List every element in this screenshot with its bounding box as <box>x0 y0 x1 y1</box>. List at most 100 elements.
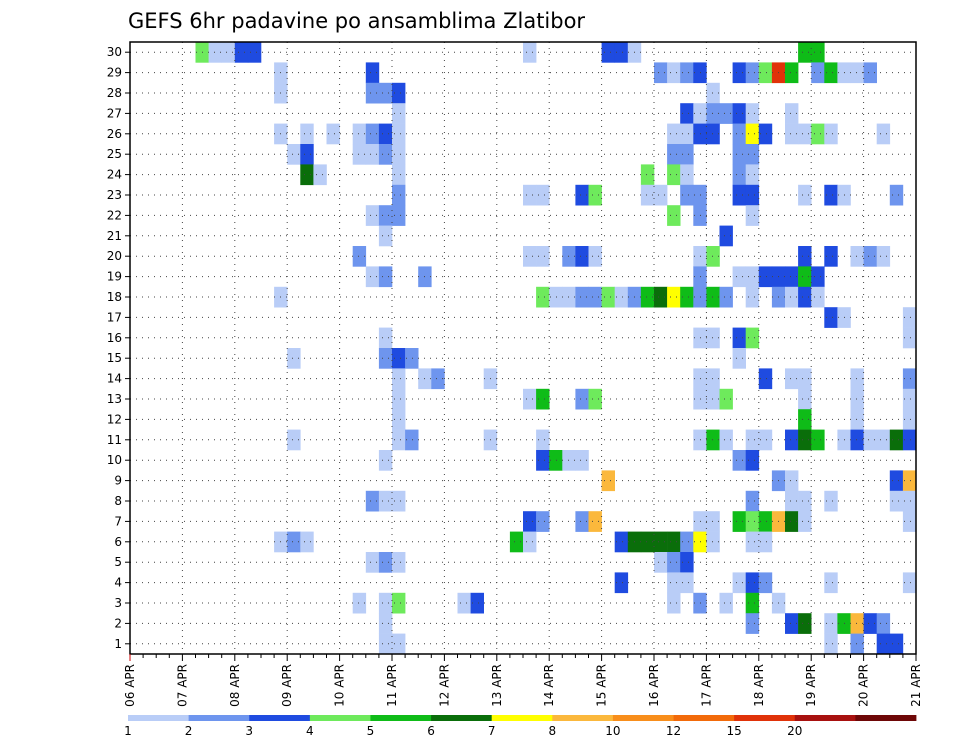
heatmap-cell <box>811 286 825 308</box>
heatmap-cell <box>785 368 799 390</box>
heatmap-cell <box>745 613 760 634</box>
heatmap-cell <box>863 429 877 451</box>
heatmap-cell <box>667 205 681 226</box>
heatmap-cell <box>392 82 406 104</box>
heatmap-cell <box>392 184 406 206</box>
heatmap-cell <box>378 205 393 226</box>
heatmap-cell <box>902 368 917 390</box>
heatmap-cell <box>745 327 760 349</box>
y-tick-label: 15 <box>107 351 122 365</box>
colorbar-tick-label: 3 <box>245 724 253 738</box>
heatmap-cell <box>287 531 301 553</box>
heatmap-cell <box>378 348 393 369</box>
heatmap-cell <box>352 144 367 165</box>
heatmap-cell <box>798 490 812 512</box>
heatmap-cell <box>601 470 615 492</box>
x-tick-label: 21 APR <box>909 664 923 707</box>
heatmap-cell <box>732 348 746 369</box>
heatmap-cell <box>365 490 380 512</box>
heatmap-cell <box>680 103 694 124</box>
heatmap-cell <box>732 62 746 84</box>
heatmap-cell <box>719 103 733 124</box>
heatmap-cell <box>811 429 825 451</box>
heatmap-cell <box>365 205 380 226</box>
heatmap-cell <box>876 633 891 655</box>
heatmap-cell <box>640 286 655 308</box>
x-tick-label: 09 APR <box>280 664 294 707</box>
heatmap-cell <box>378 592 393 614</box>
heatmap-cell <box>902 490 917 512</box>
heatmap-cell <box>850 246 864 267</box>
heatmap-cell <box>798 613 812 634</box>
heatmap-cell <box>601 286 615 308</box>
heatmap-cell <box>902 429 917 451</box>
heatmap-cell <box>798 246 812 267</box>
heatmap-cell <box>470 592 484 614</box>
heatmap-cell <box>758 266 773 288</box>
heatmap-cell <box>614 572 629 594</box>
heatmap-cell <box>588 388 602 410</box>
heatmap-cell <box>208 42 222 63</box>
heatmap-cell <box>365 123 380 145</box>
heatmap-cell <box>745 490 760 512</box>
y-tick-label: 4 <box>114 576 122 590</box>
colorbar-tick-label: 10 <box>605 724 620 738</box>
heatmap-cell <box>706 388 720 410</box>
y-tick-label: 12 <box>107 412 122 426</box>
heatmap-cell <box>654 286 668 308</box>
x-tick-label: 19 APR <box>804 664 818 707</box>
heatmap-cell <box>824 307 838 328</box>
heatmap-cell <box>732 327 746 349</box>
heatmap-cell <box>798 123 812 145</box>
heatmap-cell <box>758 511 773 532</box>
heatmap-cell <box>902 327 917 349</box>
heatmap-cell <box>798 286 812 308</box>
heatmap-cell <box>745 144 760 165</box>
heatmap-cell <box>680 184 694 206</box>
heatmap-cell <box>889 490 904 512</box>
heatmap-cell <box>640 164 655 186</box>
colorbar-tick-label: 4 <box>306 724 314 738</box>
heatmap-cell <box>719 388 733 410</box>
heatmap-cell <box>902 388 917 410</box>
heatmap-cell <box>824 246 838 267</box>
heatmap-cell <box>719 286 733 308</box>
heatmap-cells <box>195 42 917 655</box>
y-tick-label: 30 <box>107 45 122 59</box>
heatmap-cell <box>549 286 563 308</box>
heatmap-cell <box>575 511 589 532</box>
heatmap-cell <box>667 164 681 186</box>
colorbar-tick-label: 6 <box>427 724 435 738</box>
heatmap-cell <box>247 42 262 63</box>
heatmap-cell <box>378 490 393 512</box>
heatmap-cell <box>365 266 380 288</box>
heatmap-cell <box>392 164 406 186</box>
heatmap-cell <box>457 592 471 614</box>
heatmap-cell <box>431 368 445 390</box>
colorbar-swatch <box>431 715 493 721</box>
heatmap-cell <box>732 184 746 206</box>
heatmap-cell <box>758 62 773 84</box>
x-tick-label: 10 APR <box>333 664 347 707</box>
heatmap-cell <box>745 62 760 84</box>
heatmap-cell <box>536 450 550 471</box>
colorbar-swatch <box>249 715 311 721</box>
heatmap-cell <box>523 388 537 410</box>
heatmap-cell <box>667 572 681 594</box>
colorbar-tick-label: 2 <box>185 724 193 738</box>
heatmap-cell <box>758 572 773 594</box>
heatmap-cell <box>523 511 537 532</box>
heatmap-cell <box>706 531 720 553</box>
heatmap-cell <box>392 490 406 512</box>
heatmap-cell <box>732 511 746 532</box>
heatmap-cell <box>588 184 602 206</box>
colorbar-swatch <box>370 715 432 721</box>
heatmap-cell <box>732 123 746 145</box>
heatmap-cell <box>732 572 746 594</box>
heatmap-cell <box>785 103 799 124</box>
heatmap-cell <box>392 144 406 165</box>
heatmap-cell <box>876 613 891 634</box>
heatmap-cell <box>640 184 655 206</box>
y-tick-label: 10 <box>107 453 122 467</box>
heatmap-cell <box>575 388 589 410</box>
